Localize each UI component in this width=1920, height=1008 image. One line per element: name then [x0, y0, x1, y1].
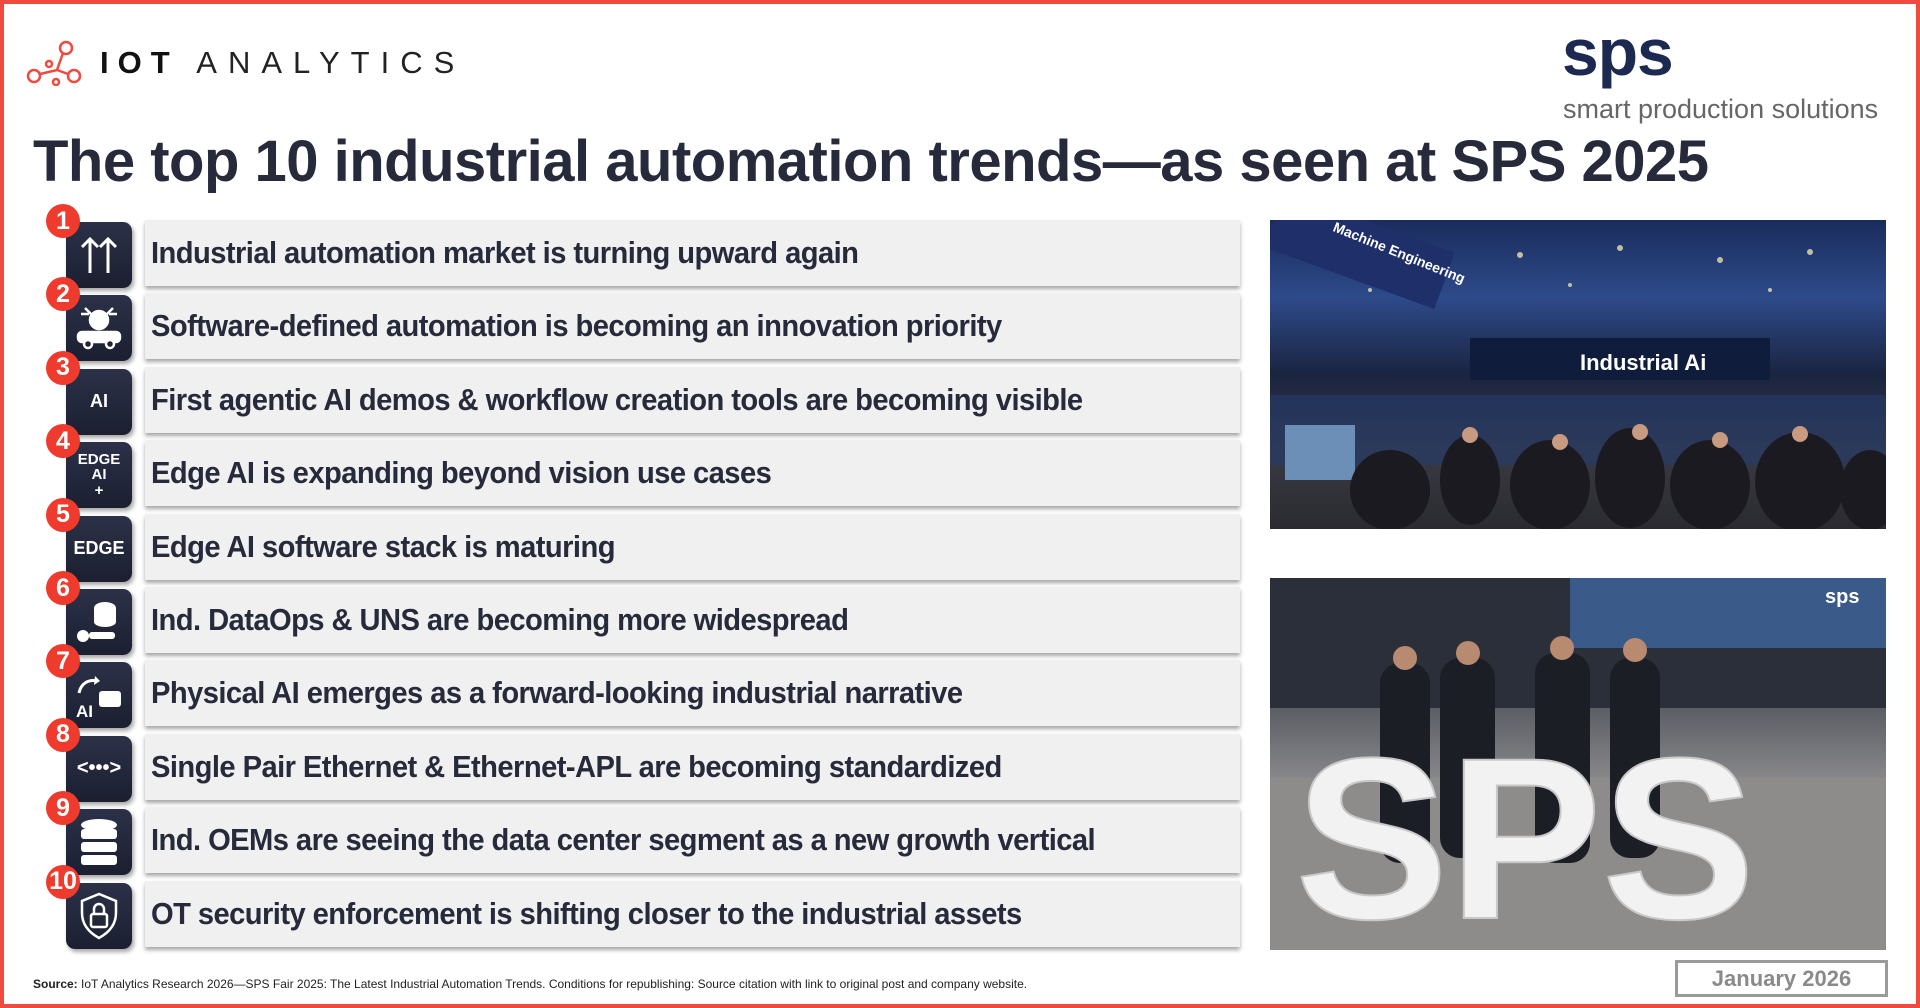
logo-light-text: ANALYTICS: [196, 45, 466, 80]
source-text: IoT Analytics Research 2026—SPS Fair 202…: [77, 977, 1028, 991]
edge-chip-icon: EDGE: [66, 515, 132, 582]
trend-number-badge: 8: [46, 717, 80, 752]
trend-label: OT security enforcement is shifting clos…: [151, 895, 1022, 931]
trend-number-badge: 9: [46, 791, 80, 826]
trend-label-box: OT security enforcement is shifting clos…: [145, 880, 1240, 947]
hall-sign-text: Industrial Ai: [1580, 350, 1706, 375]
trend-label-box: Single Pair Ethernet & Ethernet-APL are …: [145, 733, 1240, 800]
trend-label: Physical AI emerges as a forward-looking…: [151, 675, 963, 711]
trend-label-box: Ind. DataOps & UNS are becoming more wid…: [145, 587, 1240, 653]
software-car-icon: [66, 295, 132, 362]
icon-text: EDGE AI +: [77, 450, 121, 500]
sps-logo: sps: [1562, 15, 1674, 89]
trend-label: Edge AI software stack is maturing: [151, 528, 615, 564]
svg-text:AI: AI: [76, 702, 93, 721]
ai-agent-icon: AI: [66, 368, 132, 435]
trend-item-2: 2 Software-defined automation is becoming…: [0, 277, 1250, 362]
trend-item-5: 5 EDGE Edge AI software stack is maturing: [0, 497, 1250, 582]
sps-sculpture-photo: sps SPS: [1270, 578, 1886, 950]
trend-item-6: 6 Ind. DataOps & UNS are becoming more wi…: [0, 571, 1250, 655]
trend-label-box: Industrial automation market is turning …: [145, 220, 1240, 286]
trend-label-box: Edge AI software stack is maturing: [145, 513, 1240, 580]
trend-label: First agentic AI demos & workflow creati…: [151, 381, 1083, 417]
database-icon: [66, 809, 132, 876]
iot-analytics-logo: IOT ANALYTICS: [26, 40, 465, 86]
trend-label-box: Ind. OEMs are seeing the data center seg…: [145, 807, 1240, 874]
trend-number-badge: 1: [46, 204, 80, 238]
trend-number-badge: 10: [46, 864, 80, 899]
trend-item-4: 4 EDGE AI + Edge AI is expanding beyond vi…: [0, 424, 1250, 509]
trend-number-badge: 5: [46, 497, 80, 532]
sps-tagline: smart production solutions: [1563, 94, 1879, 124]
trend-number-badge: 2: [46, 277, 80, 312]
trend-label: Ind. OEMs are seeing the data center seg…: [151, 822, 1096, 858]
source-note: Source: IoT Analytics Research 2026—SPS …: [33, 977, 1027, 991]
screen-logo-text: sps: [1825, 586, 1859, 608]
sps-sculpture-text: SPS: [1295, 710, 1755, 950]
trend-label-box: Physical AI emerges as a forward-looking…: [145, 660, 1240, 727]
trend-label-box: First agentic AI demos & workflow creati…: [145, 366, 1240, 433]
trend-number-badge: 3: [46, 350, 80, 385]
icon-text: AI: [90, 391, 108, 412]
trend-label: Ind. DataOps & UNS are becoming more wid…: [151, 602, 849, 637]
trend-label: Edge AI is expanding beyond vision use c…: [151, 455, 772, 491]
trend-item-10: 10 OT security enforcement is shifting cl…: [0, 864, 1250, 949]
logo-bold-text: IOT: [100, 45, 179, 80]
source-label: Source:: [33, 977, 78, 991]
ethernet-icon: <•••>: [66, 735, 132, 802]
exhibition-hall-photo: Machine Engineering Industrial Ai: [1270, 220, 1886, 529]
icon-text: <•••>: [76, 757, 122, 780]
trend-number-badge: 6: [46, 571, 80, 605]
trend-item-3: 3 AI First agentic AI demos & workflow cre…: [0, 350, 1250, 435]
trend-number-badge: 7: [46, 644, 80, 679]
arrows-up-icon: [66, 222, 132, 288]
trend-label: Single Pair Ethernet & Ethernet-APL are …: [151, 748, 1002, 784]
trend-item-8: 8 <•••> Single Pair Ethernet & Ethernet-AP…: [0, 717, 1250, 802]
trend-label-box: Edge AI is expanding beyond vision use c…: [145, 440, 1240, 507]
network-nodes-icon: [26, 40, 82, 86]
dataops-icon: [66, 589, 132, 655]
shield-lock-icon: [66, 882, 132, 949]
date-badge: January 2026: [1675, 960, 1888, 997]
edge-ai-plus-icon: EDGE AI +: [66, 442, 132, 509]
trend-item-7: 7 AI Physical AI emerges as a forward-look…: [0, 644, 1250, 729]
trend-label: Industrial automation market is turning …: [151, 235, 859, 270]
trend-number-badge: 4: [46, 424, 80, 459]
icon-text: EDGE: [73, 538, 125, 559]
trend-label-box: Software-defined automation is becoming …: [145, 293, 1240, 360]
trend-label: Software-defined automation is becoming …: [151, 308, 1002, 344]
trend-item-1: 1 Industrial automation market is turning…: [0, 204, 1250, 288]
physical-ai-icon: AI: [66, 662, 132, 729]
page-title: The top 10 industrial automation trends—…: [33, 129, 1709, 194]
trend-item-9: 9 Ind. OEMs are seeing the data center se…: [0, 791, 1250, 876]
